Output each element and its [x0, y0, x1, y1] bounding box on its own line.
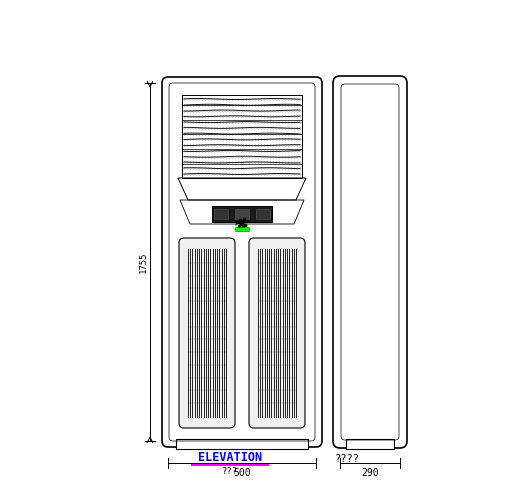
Point — [238, 219, 246, 227]
Point — [237, 220, 245, 228]
Bar — [235, 209, 249, 219]
Bar — [182, 95, 302, 178]
FancyBboxPatch shape — [333, 76, 407, 448]
Bar — [214, 209, 228, 219]
Point — [234, 218, 242, 226]
Bar — [235, 227, 249, 231]
Text: 500: 500 — [233, 468, 251, 478]
Text: ELEVATION: ELEVATION — [198, 451, 262, 464]
Bar — [256, 209, 270, 219]
FancyBboxPatch shape — [249, 238, 305, 428]
Point — [242, 217, 250, 225]
Point — [239, 223, 247, 231]
Bar — [346, 439, 394, 449]
FancyBboxPatch shape — [162, 77, 322, 447]
Text: 1755: 1755 — [139, 251, 147, 273]
Bar — [176, 439, 308, 449]
Point — [240, 215, 248, 223]
Polygon shape — [178, 178, 306, 200]
Point — [236, 216, 244, 224]
Point — [235, 222, 243, 230]
FancyBboxPatch shape — [179, 238, 235, 428]
Text: ????: ???? — [335, 454, 360, 464]
Text: ???: ??? — [222, 467, 238, 476]
Point — [241, 221, 249, 229]
Text: 290: 290 — [361, 468, 379, 478]
Bar — [212, 206, 272, 222]
